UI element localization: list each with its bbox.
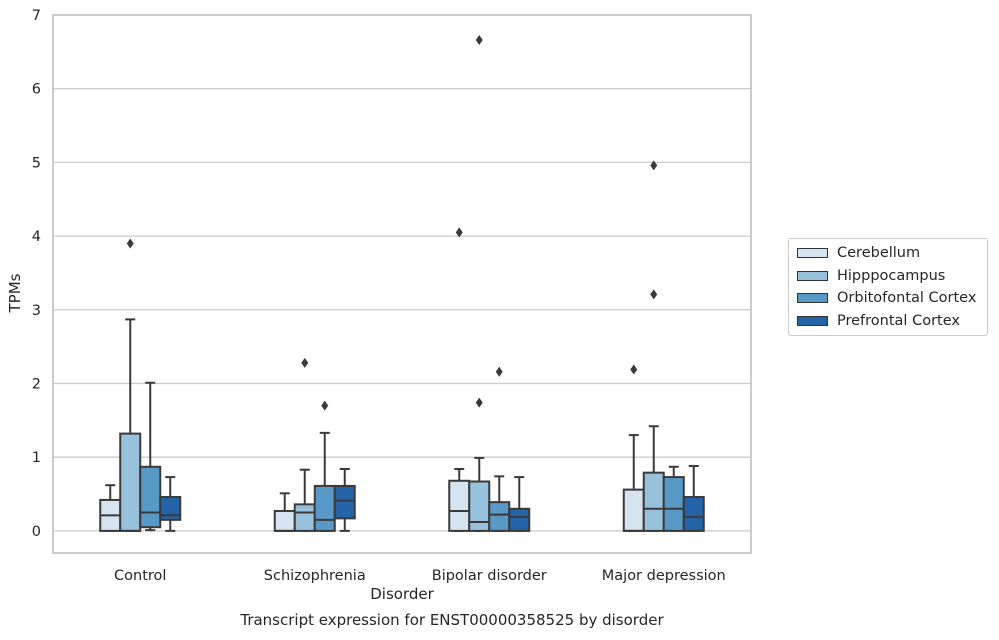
grid-lines [53,14,751,532]
x-tick-label: Control [114,568,166,584]
figure-caption: Transcript expression for ENST0000035852… [240,611,664,629]
plot-frame [52,14,752,554]
box [508,507,531,532]
legend-label: Prefrontal Cortex [837,312,960,329]
legend-label: Cerebellum [837,245,921,262]
legend-item-prefrontal-cortex: Prefrontal Cortex [789,310,987,333]
box [468,480,491,532]
x-tick-labels: Control Schizophrenia Bipolar disorder Majo… [114,568,726,584]
y-tick-label: 0 [32,524,41,540]
box [159,495,182,521]
outlier-point [495,366,503,377]
x-tick-label: Schizophrenia [264,568,366,584]
legend-label: Orbitofontal Cortex [837,290,977,307]
x-tick-label: Major depression [602,568,726,584]
series-group [159,465,705,532]
legend-swatch [797,293,828,304]
y-tick-labels: 0 1 2 3 4 5 6 7 [32,8,41,540]
series-group [119,35,665,532]
legend: Cerebellum Hipppocampus Orbitofontal Cor… [788,238,988,336]
outlier-point [301,357,309,368]
box [313,484,336,532]
box [448,479,471,532]
box [273,509,296,532]
box [622,488,645,532]
legend-label: Hipppocampus [837,267,946,284]
x-tick-label: Bipolar disorder [432,568,547,584]
legend-swatch [797,270,828,281]
outlier-point [475,397,483,408]
box [488,501,511,532]
outlier-point [475,35,483,46]
outlier-point [455,227,463,238]
y-tick-label: 4 [32,229,41,245]
outlier-point [650,289,658,300]
outlier-point [321,400,329,411]
series-group [99,227,645,532]
box [682,495,705,532]
legend-item-cerebellum: Cerebellum [789,242,987,265]
outlier-point [630,364,638,375]
y-tick-label: 5 [32,155,41,171]
y-tick-label: 7 [32,8,41,24]
box [662,476,685,532]
outlier-point [126,238,134,249]
outlier-point [650,160,658,171]
series-group [139,366,685,532]
x-axis-label: Disorder [370,585,434,603]
box [139,465,162,529]
legend-swatch [797,248,828,259]
legend-swatch [797,315,828,326]
y-tick-label: 3 [32,303,41,319]
box [119,432,142,532]
box [333,484,356,520]
box [293,503,316,532]
legend-item-hippocampus: Hipppocampus [789,265,987,288]
y-tick-label: 2 [32,376,41,392]
y-tick-label: 1 [32,450,41,466]
y-tick-label: 6 [32,82,41,98]
legend-item-orbitofrontal-cortex: Orbitofontal Cortex [789,287,987,310]
box-plot-series [99,35,705,532]
y-axis-label: TPMs [6,273,24,313]
box [642,471,665,532]
